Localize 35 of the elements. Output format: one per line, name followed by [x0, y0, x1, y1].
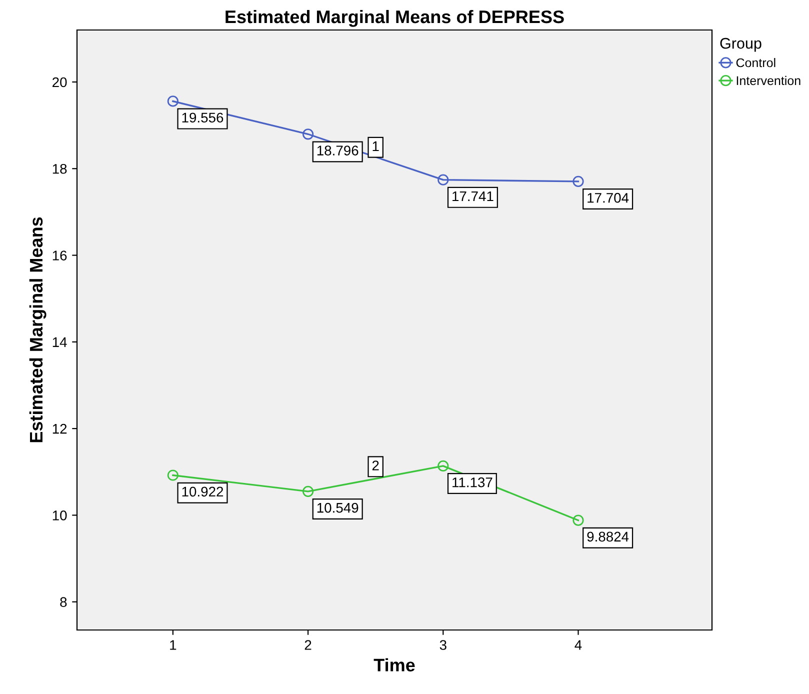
- y-tick-label: 14: [52, 337, 67, 347]
- point: [438, 174, 449, 186]
- chart-title: Estimated Marginal Means of DEPRESS: [226, 10, 564, 27]
- x-tick-label: 2: [304, 640, 312, 650]
- data-label: 9.8824: [587, 532, 629, 542]
- y-tick-label: 20: [52, 77, 67, 88]
- point: [438, 460, 449, 472]
- point: [167, 470, 178, 481]
- data-label: 10.549: [317, 502, 358, 513]
- annotation: 2: [372, 460, 379, 470]
- data-label: 10.922: [182, 486, 224, 497]
- point: [167, 96, 178, 107]
- x-tick-label: 1: [170, 640, 176, 650]
- legend-label: Control: [736, 58, 776, 68]
- data-label: 17.704: [588, 192, 629, 203]
- y-axis-title: Estimated Marginal Means: [29, 217, 46, 442]
- y-tick-label: 16: [52, 250, 67, 260]
- data-label: 18.796: [317, 146, 358, 156]
- data-label: 11.137: [452, 477, 492, 488]
- data-label: 17.741: [452, 191, 494, 202]
- point: [572, 514, 584, 526]
- x-tick-label: 4: [574, 640, 582, 650]
- y-tick-label: 12: [52, 424, 67, 434]
- legend-label: Intervention: [736, 76, 800, 86]
- annotation: 1: [372, 141, 379, 151]
- point: [302, 486, 314, 497]
- point: [572, 176, 584, 188]
- legend-title: Group: [720, 38, 762, 52]
- data-label: 19.556: [182, 112, 224, 123]
- point: [302, 128, 314, 140]
- y-tick-label: 8: [60, 597, 67, 608]
- y-tick-label: 18: [52, 164, 67, 174]
- x-tick-label: 3: [440, 640, 446, 650]
- y-tick-label: 10: [52, 510, 67, 520]
- x-axis-title: Time: [374, 658, 415, 672]
